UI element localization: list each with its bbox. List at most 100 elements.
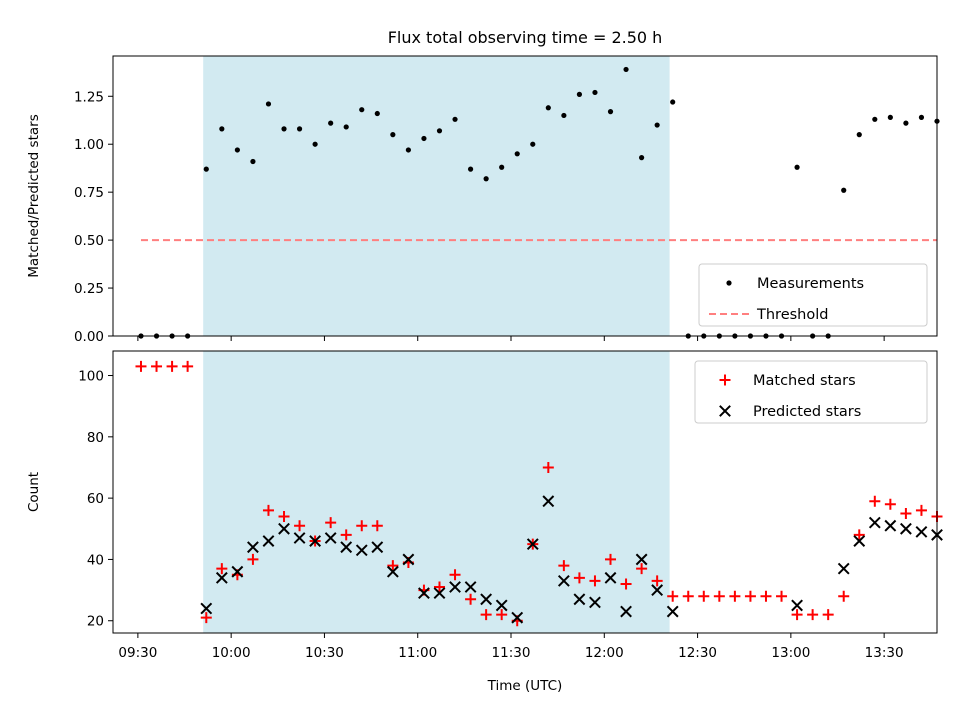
predicted-stars-point [620, 605, 632, 618]
matched-stars-point [776, 590, 788, 602]
measurement-point [514, 151, 520, 157]
predicted-stars-point [371, 541, 384, 554]
matched-stars-point [822, 609, 834, 621]
matched-stars-point [744, 590, 756, 602]
measurement-point [918, 114, 925, 120]
measurement-point [234, 147, 240, 153]
measurement-point [499, 164, 505, 170]
x-axis-label: Time (UTC) [487, 678, 563, 694]
y-tick-label: 100 [78, 369, 104, 385]
y-axis-label: Matched/Predicted stars [26, 114, 42, 277]
predicted-stars-point [324, 532, 337, 544]
predicted-stars-point [899, 522, 912, 535]
matched-stars-point [433, 581, 445, 593]
observing-interval-shade [203, 56, 670, 336]
x-tick-label: 12:00 [585, 645, 624, 661]
matched-stars-point [166, 360, 178, 372]
matched-stars-point [869, 495, 881, 507]
measurement-point [296, 126, 303, 132]
axes-frame [112, 350, 938, 634]
y-tick-label: 0.25 [74, 281, 104, 297]
predicted-stars-point [526, 538, 539, 551]
predicted-stars-point [791, 599, 803, 612]
matched-stars-point [182, 360, 194, 372]
matched-stars-point [151, 360, 163, 372]
observing-interval-shade [203, 351, 670, 633]
x-tick-label: 10:30 [305, 645, 344, 661]
predicted-stars-point [231, 565, 244, 578]
measurement-point [250, 158, 256, 165]
predicted-stars-point [309, 535, 322, 547]
predicted-stars-point [293, 532, 306, 544]
predicted-stars-point [200, 602, 213, 615]
predicted-stars-point [511, 611, 524, 624]
measurement-point [903, 120, 909, 126]
measurement-point [328, 120, 334, 126]
x-tick-label: 11:30 [492, 645, 531, 661]
matched-stars-point [278, 511, 290, 523]
matched-stars-point [605, 553, 617, 565]
matched-stars-point [589, 575, 601, 587]
measurement-point [452, 116, 458, 122]
matched-stars-point [838, 590, 850, 602]
matched-stars-point [915, 504, 927, 516]
predicted-stars-point [215, 571, 228, 584]
y-tick-label: 0.75 [74, 185, 104, 201]
matched-stars-point [620, 578, 632, 590]
matched-stars-point [636, 563, 648, 575]
legend-label: Measurements [757, 276, 864, 292]
x-tick-label: 13:30 [865, 645, 904, 661]
matched-stars-point [216, 563, 228, 575]
matched-stars-point [760, 590, 772, 602]
chart-title: Flux total observing time = 2.50 h [388, 28, 663, 47]
y-tick-label: 60 [87, 491, 104, 507]
predicted-stars-point [247, 541, 259, 554]
predicted-stars-point [449, 581, 461, 593]
matched-stars-point [480, 609, 492, 621]
matched-stars-point [247, 553, 259, 565]
y-tick-label: 20 [87, 614, 104, 630]
predicted-stars-point [868, 516, 881, 529]
measurement-point [872, 116, 878, 122]
matched-stars-point [667, 590, 679, 602]
matched-stars-point [340, 529, 352, 541]
x-tick-label: 10:00 [212, 645, 251, 661]
x-tick-label: 11:00 [398, 645, 437, 661]
matched-stars-point [542, 461, 554, 473]
y-axis-label: Count [26, 472, 42, 512]
measurement-point [639, 155, 645, 161]
measurement-point [281, 126, 287, 132]
predicted-stars-point [837, 562, 850, 575]
matched-stars-point [356, 520, 368, 532]
predicted-stars-point [464, 581, 477, 593]
matched-stars-point [496, 609, 508, 621]
measurement-point [592, 89, 598, 96]
measurement-point [654, 122, 660, 128]
measurement-point [219, 126, 225, 132]
matched-stars-point [262, 504, 274, 516]
predicted-stars-point [386, 565, 399, 578]
measurement-point [467, 166, 474, 172]
measurement-point [405, 147, 411, 153]
legend-predicted-swatch [719, 405, 731, 417]
predicted-stars-point [604, 571, 617, 584]
matched-stars-point [387, 560, 399, 572]
matched-stars-point [791, 609, 803, 621]
predicted-stars-point [480, 593, 493, 606]
measurement-point [343, 124, 349, 130]
matched-stars-point [900, 507, 912, 519]
matched-stars-point [465, 593, 477, 605]
measurement-point [841, 187, 847, 193]
predicted-stars-point [589, 596, 601, 609]
matched-stars-point [807, 609, 819, 621]
measurement-point [670, 99, 676, 105]
predicted-stars-point [557, 574, 570, 587]
predicted-stars-point [651, 584, 664, 596]
measurement-point [530, 141, 536, 147]
legend-label: Threshold [756, 307, 828, 323]
measurement-point [607, 109, 614, 115]
y-tick-label: 40 [87, 552, 104, 568]
matched-stars-point [449, 569, 461, 581]
measurement-point [265, 101, 272, 107]
predicted-stars-point [666, 605, 679, 618]
